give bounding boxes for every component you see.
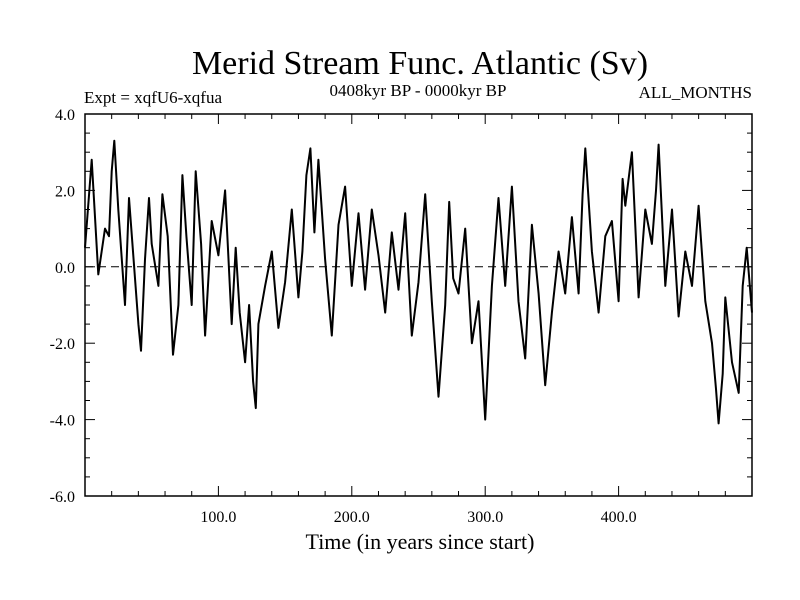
x-tick-label: 300.0 [467, 509, 503, 526]
y-tick-label: -6.0 [50, 489, 75, 506]
plot-frame [84, 113, 753, 497]
chart-subtitle-right: ALL_MONTHS [639, 83, 752, 102]
x-tick-label: 200.0 [334, 509, 370, 526]
y-tick-label: 2.0 [55, 183, 75, 200]
chart-subtitle-left: Expt = xqfU6-xqfua [84, 88, 222, 107]
y-tick-label: 4.0 [55, 107, 75, 124]
chart-title: Merid Stream Func. Atlantic (Sv) [192, 45, 648, 82]
y-tick-label: 0.0 [55, 260, 75, 277]
series-line [84, 139, 753, 425]
y-tick-label: -2.0 [50, 336, 75, 353]
plot-area: -6.0 -4.0 -2.0 0.0 2.0 4.0 100.0 200.0 300.0 400.… [50, 107, 753, 526]
x-tick-label: 400.0 [601, 509, 637, 526]
x-tick-label: 100.0 [200, 509, 236, 526]
x-axis-label: Time (in years since start) [306, 529, 535, 554]
chart-subtitle-center: 0408kyr BP - 0000kyr BP [330, 81, 507, 100]
y-tick-label: -4.0 [50, 413, 75, 430]
